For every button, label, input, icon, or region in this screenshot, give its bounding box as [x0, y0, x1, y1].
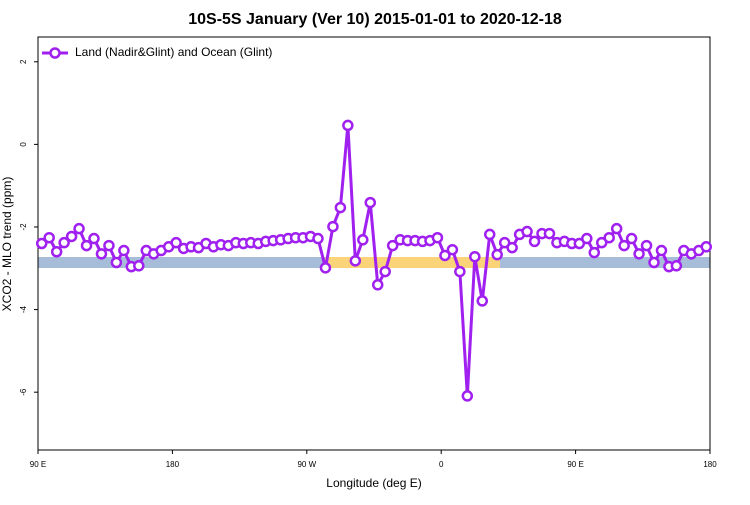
data-point	[35, 237, 48, 250]
data-point	[110, 256, 123, 269]
data-point	[73, 222, 85, 235]
data-point	[327, 220, 339, 233]
y-tick-label: -6	[19, 388, 28, 396]
data-point	[386, 239, 399, 252]
y-tick-label: 0	[19, 142, 28, 147]
y-axis-label: XCO2 - MLO trend (ppm)	[0, 177, 14, 312]
data-point	[603, 231, 615, 244]
data-point	[640, 239, 653, 252]
data-point	[364, 196, 377, 209]
data-point	[342, 119, 354, 132]
data-point	[588, 246, 601, 259]
data-point	[595, 236, 608, 249]
data-point	[334, 201, 347, 214]
x-tick-label: 180	[166, 460, 180, 469]
data-point	[648, 256, 660, 269]
data-point	[133, 260, 145, 272]
data-point	[655, 244, 668, 257]
x-tick-label: 90 E	[30, 460, 46, 469]
x-axis-label: Longitude (deg E)	[326, 476, 421, 490]
data-point	[469, 250, 481, 263]
x-tick-label: 90 E	[567, 460, 583, 469]
x-tick-label: 0	[439, 460, 444, 469]
data-point	[521, 225, 533, 238]
data-point	[506, 241, 518, 254]
data-point	[573, 237, 586, 250]
data-point	[312, 232, 324, 245]
data-point	[610, 222, 623, 235]
data-point	[581, 232, 593, 245]
data-point	[618, 239, 630, 252]
data-point	[670, 260, 683, 272]
data-point	[543, 227, 556, 240]
land-band	[325, 257, 500, 268]
data-point	[528, 235, 541, 248]
data-point	[625, 232, 638, 245]
data-point	[446, 243, 459, 256]
data-point	[461, 390, 474, 402]
data-point	[633, 248, 645, 260]
data-point	[80, 239, 93, 252]
data-point	[700, 241, 713, 253]
data-point	[118, 244, 130, 257]
chart-title: 10S-5S January (Ver 10) 2015-01-01 to 20…	[188, 11, 562, 28]
data-point	[379, 265, 391, 278]
data-point	[65, 230, 78, 243]
y-tick-label: 2	[19, 59, 28, 64]
data-point	[439, 249, 451, 262]
x-tick-label: 180	[703, 460, 717, 469]
data-point	[491, 248, 503, 261]
data-point	[50, 246, 63, 258]
data-point	[95, 248, 108, 260]
data-point	[88, 232, 100, 245]
y-tick-label: -4	[19, 305, 28, 313]
x-tick-label: 90 W	[297, 460, 316, 469]
data-point	[483, 228, 496, 241]
legend-label: Land (Nadir&Glint) and Ocean (Glint)	[75, 45, 272, 59]
data-point	[58, 236, 70, 249]
data-point	[371, 279, 384, 291]
y-tick-label: -2	[19, 223, 28, 231]
data-point	[357, 234, 369, 246]
data-point	[319, 262, 332, 274]
data-point	[349, 255, 362, 267]
data-point	[498, 236, 511, 249]
data-point	[476, 295, 489, 307]
data-point	[454, 265, 466, 278]
data-point	[103, 239, 115, 252]
data-point	[431, 231, 444, 244]
legend-marker	[49, 47, 61, 59]
data-point	[43, 231, 55, 244]
data-point	[170, 236, 182, 249]
